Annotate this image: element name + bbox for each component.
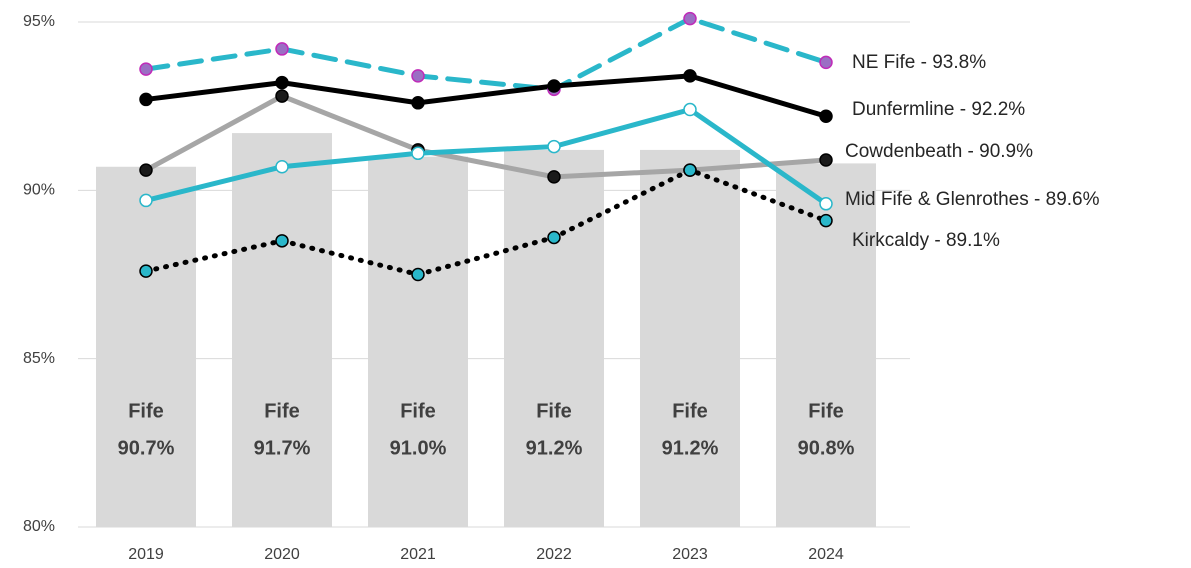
series-line <box>143 15 829 92</box>
point <box>275 89 289 103</box>
point <box>139 264 153 278</box>
bar-label-value: 91.2% <box>526 437 583 459</box>
series-label: Kirkcaldy - 89.1% <box>852 230 1000 251</box>
bar-label-value: 91.0% <box>390 437 447 459</box>
bar <box>640 149 740 527</box>
point <box>547 139 561 154</box>
series-label: Cowdenbeath - 90.9% <box>845 141 1033 162</box>
point <box>275 75 289 90</box>
point <box>411 96 425 110</box>
point <box>683 102 697 117</box>
bar-label-value: 90.7% <box>118 437 175 459</box>
bar <box>232 133 332 527</box>
bar-label-name: Fife <box>128 400 164 422</box>
series-line <box>143 93 829 180</box>
point <box>139 163 153 177</box>
point <box>819 109 833 124</box>
y-tick-label: 90% <box>23 182 55 199</box>
x-tick-label: 2024 <box>808 546 844 563</box>
point <box>683 11 697 26</box>
bar-label-value: 90.8% <box>798 437 855 459</box>
point <box>819 213 833 228</box>
series-label: NE Fife - 93.8% <box>852 52 986 73</box>
bar-label-name: Fife <box>672 400 708 422</box>
series-line <box>143 73 829 119</box>
point <box>139 62 153 76</box>
series-line <box>143 106 829 207</box>
series-label: Mid Fife & Glenrothes - 89.6% <box>845 189 1100 210</box>
x-tick-label: 2021 <box>400 546 436 563</box>
point <box>411 69 425 83</box>
bar <box>504 149 604 527</box>
point <box>819 197 833 211</box>
x-tick-label: 2020 <box>264 546 300 563</box>
bar-label-value: 91.7% <box>254 437 311 459</box>
point <box>547 170 561 184</box>
series-label: Dunfermline - 92.2% <box>852 99 1025 120</box>
point <box>275 234 289 248</box>
series-line <box>143 167 829 278</box>
bar-label-name: Fife <box>536 400 572 422</box>
point <box>547 230 561 245</box>
point <box>547 79 561 93</box>
bar-label-name: Fife <box>808 400 844 422</box>
bar-label-name: Fife <box>264 400 300 422</box>
y-tick-label: 95% <box>23 13 55 30</box>
y-tick-label: 80% <box>23 518 55 535</box>
point <box>139 193 153 208</box>
point <box>411 267 425 282</box>
point <box>683 69 697 83</box>
bar <box>368 156 468 527</box>
x-tick-label: 2019 <box>128 546 164 563</box>
bar <box>96 166 196 527</box>
y-tick-label: 85% <box>23 350 55 367</box>
point <box>275 42 289 56</box>
x-tick-label: 2022 <box>536 546 572 563</box>
point <box>411 146 425 161</box>
point <box>275 160 289 174</box>
bar-label-name: Fife <box>400 400 436 422</box>
point <box>139 92 153 107</box>
point <box>683 163 697 177</box>
point <box>819 153 833 167</box>
x-tick-label: 2023 <box>672 546 708 563</box>
bar-label-value: 91.2% <box>662 437 719 459</box>
point <box>819 55 833 70</box>
